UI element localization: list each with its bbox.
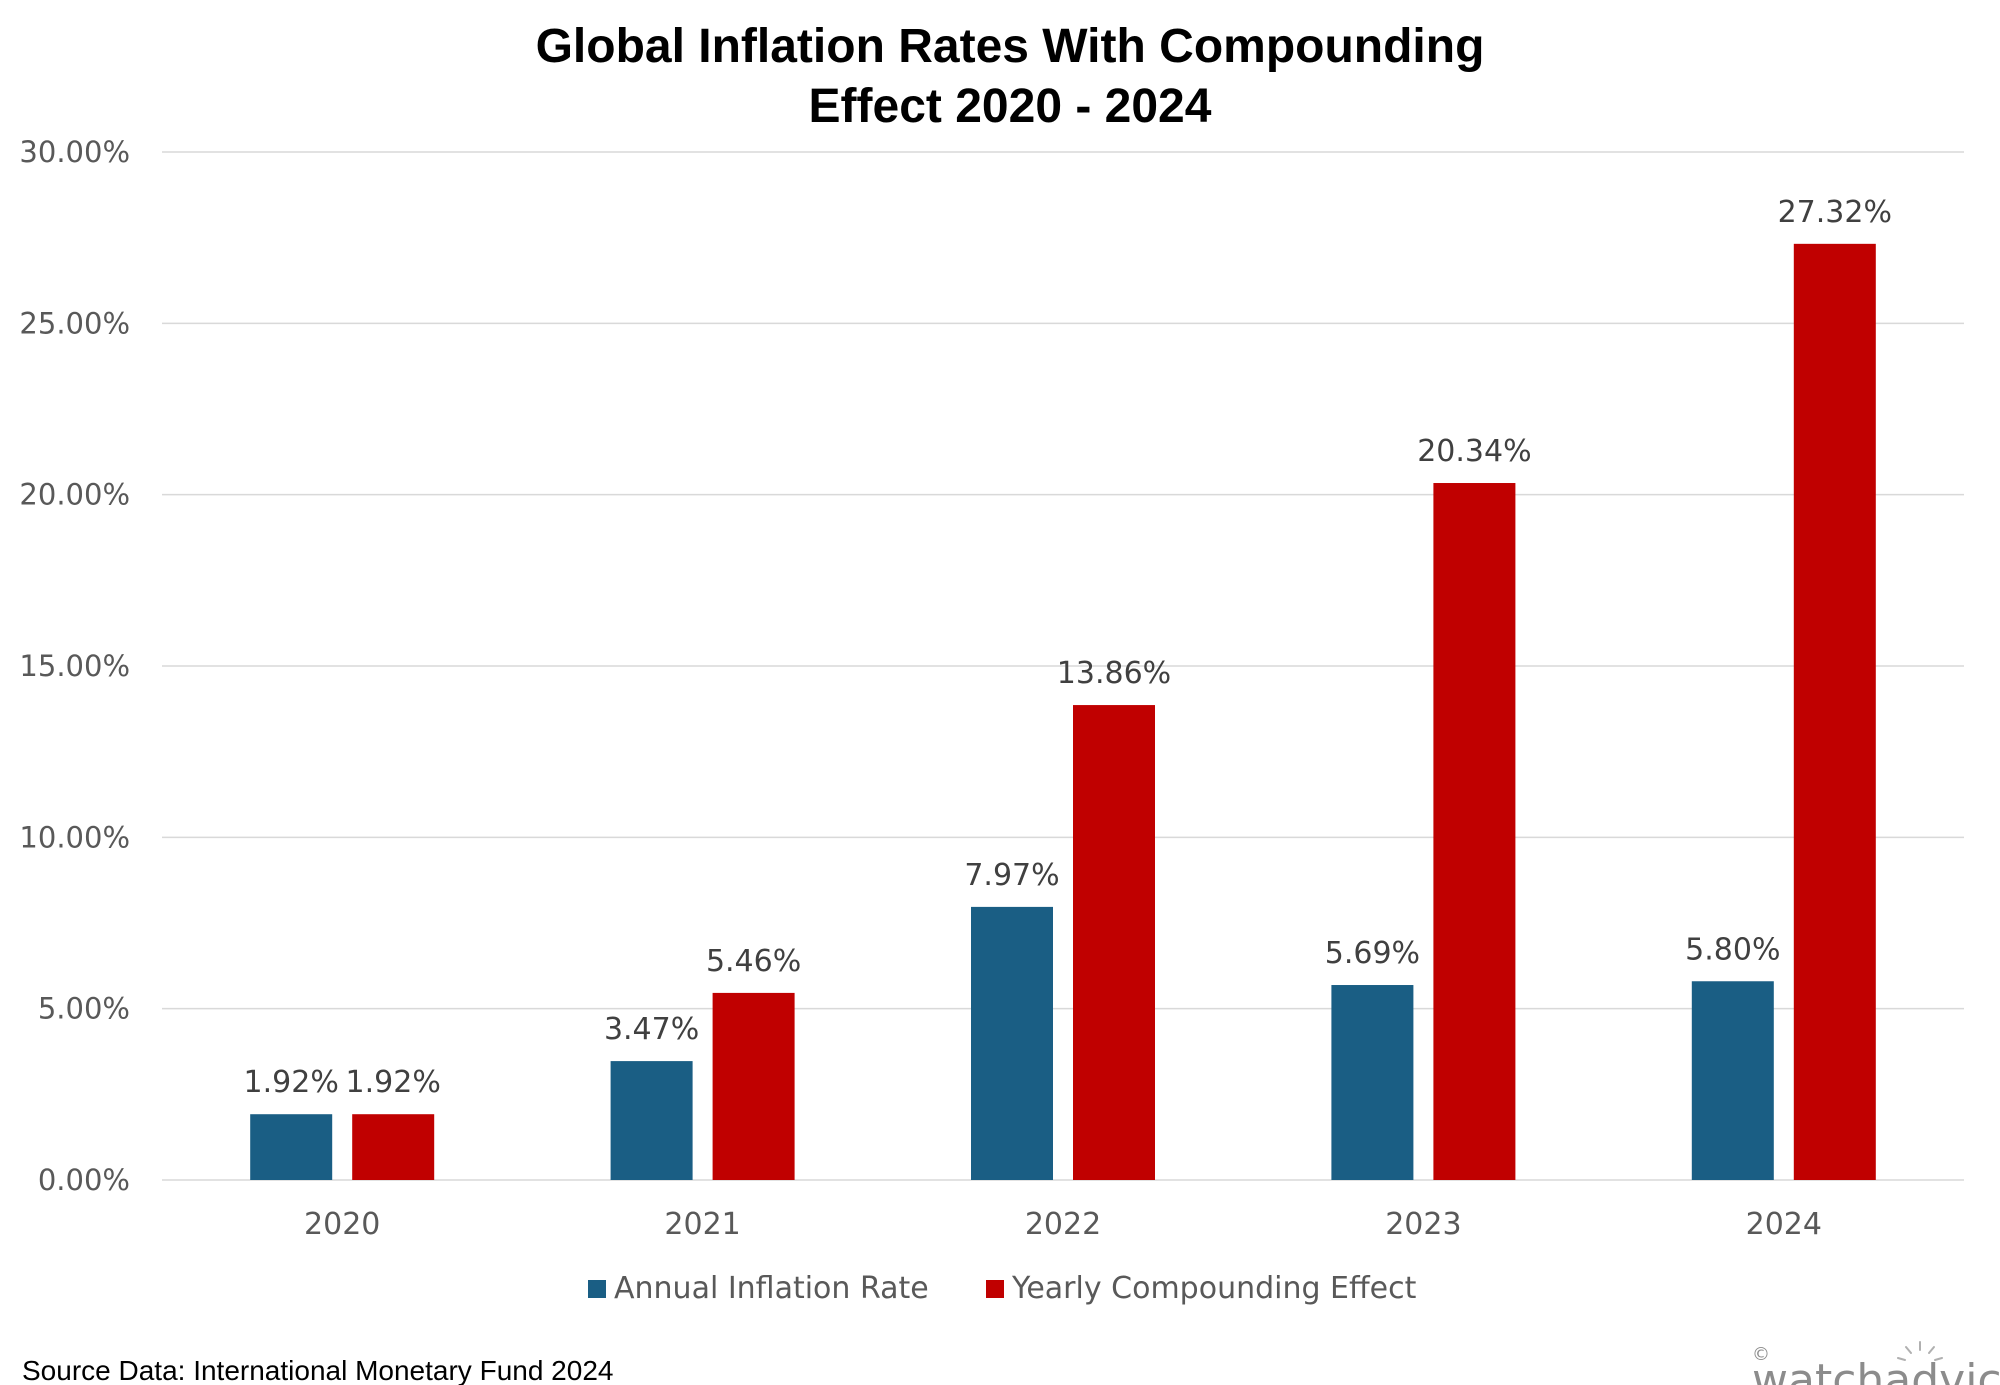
- legend-swatch-annual-inflation-rate: [588, 1280, 606, 1298]
- y-tick-label: 0.00%: [38, 1163, 130, 1197]
- legend: Annual Inflation Rate Yearly Compounding…: [588, 1271, 1417, 1306]
- bar-yearly-compounding-effect-2021: [712, 992, 795, 1180]
- logo-wordmark: watchadvice: [1752, 1355, 2000, 1385]
- data-label-annual-inflation-rate-2024: 5.80%: [1685, 932, 1780, 967]
- y-tick-label: 20.00%: [19, 478, 130, 512]
- bar-yearly-compounding-effect-2023: [1433, 483, 1516, 1180]
- watchadvice-logo: © watchadvice: [1752, 1341, 2000, 1385]
- bar-yearly-compounding-effect-2022: [1073, 705, 1155, 1180]
- logo-copyright-mark: ©: [1752, 1344, 1770, 1365]
- x-tick-label: 2023: [1385, 1207, 1461, 1242]
- gridlines: [162, 151, 1964, 1181]
- data-labels: 1.92% 1.92% 3.47%5.46% 7.97% 13.86% 5.69% 20.3…: [244, 195, 1892, 1100]
- chart-title-line-1: Global Inflation Rates With Compounding: [536, 20, 1485, 73]
- data-label-annual-inflation-rate-2022: 7.97%: [964, 858, 1059, 893]
- data-label-annual-inflation-rate-2023: 5.69%: [1325, 936, 1420, 971]
- data-label-yearly-compounding-effect-2024: 27.32%: [1778, 195, 1892, 230]
- bar-annual-inflation-rate-2022: [971, 906, 1053, 1180]
- x-axis-ticks: 2020 2021 2022 2023 2024: [304, 1207, 1822, 1242]
- source-note: Source Data: International Monetary Fund…: [22, 1355, 613, 1385]
- x-tick-label: 2022: [1025, 1207, 1101, 1242]
- data-label-yearly-compounding-effect-2020: 1.92%: [346, 1065, 441, 1100]
- x-tick-label: 2021: [664, 1207, 740, 1242]
- y-tick-label: 25.00%: [19, 306, 130, 340]
- x-tick-label: 2020: [304, 1207, 380, 1242]
- bar-annual-inflation-rate-2024: [1691, 981, 1774, 1180]
- bar-yearly-compounding-effect-2024: [1793, 243, 1876, 1181]
- bars: [250, 243, 1876, 1181]
- legend-swatch-yearly-compounding-effect: [986, 1280, 1004, 1298]
- y-tick-label: 5.00%: [38, 992, 130, 1026]
- x-tick-label: 2024: [1746, 1207, 1822, 1242]
- chart-title-line-2: Effect 2020 - 2024: [809, 80, 1212, 133]
- bar-annual-inflation-rate-2021: [610, 1061, 693, 1180]
- y-tick-label: 10.00%: [19, 820, 130, 854]
- bar-annual-inflation-rate-2023: [1331, 985, 1414, 1180]
- y-axis-ticks: 0.00% 5.00% 10.00% 15.00% 20.00% 25.00% 30.00%: [19, 135, 130, 1197]
- bar-yearly-compounding-effect-2020: [352, 1114, 435, 1180]
- legend-label-yearly-compounding-effect: Yearly Compounding Effect: [1011, 1271, 1417, 1306]
- data-label-annual-inflation-rate-2020: 1.92%: [244, 1065, 339, 1100]
- data-label-yearly-compounding-effect-2023: 20.34%: [1417, 434, 1531, 469]
- data-label-annual-inflation-rate-2021: 3.47%: [604, 1012, 699, 1047]
- y-tick-label: 15.00%: [19, 649, 130, 683]
- y-tick-label: 30.00%: [19, 135, 130, 169]
- data-label-yearly-compounding-effect-2022: 13.86%: [1057, 656, 1171, 691]
- sun-rays-icon: [1897, 1341, 1943, 1361]
- data-label-yearly-compounding-effect-2021: 5.46%: [706, 944, 801, 979]
- bar-annual-inflation-rate-2020: [250, 1114, 333, 1180]
- legend-label-annual-inflation-rate: Annual Inflation Rate: [614, 1271, 929, 1306]
